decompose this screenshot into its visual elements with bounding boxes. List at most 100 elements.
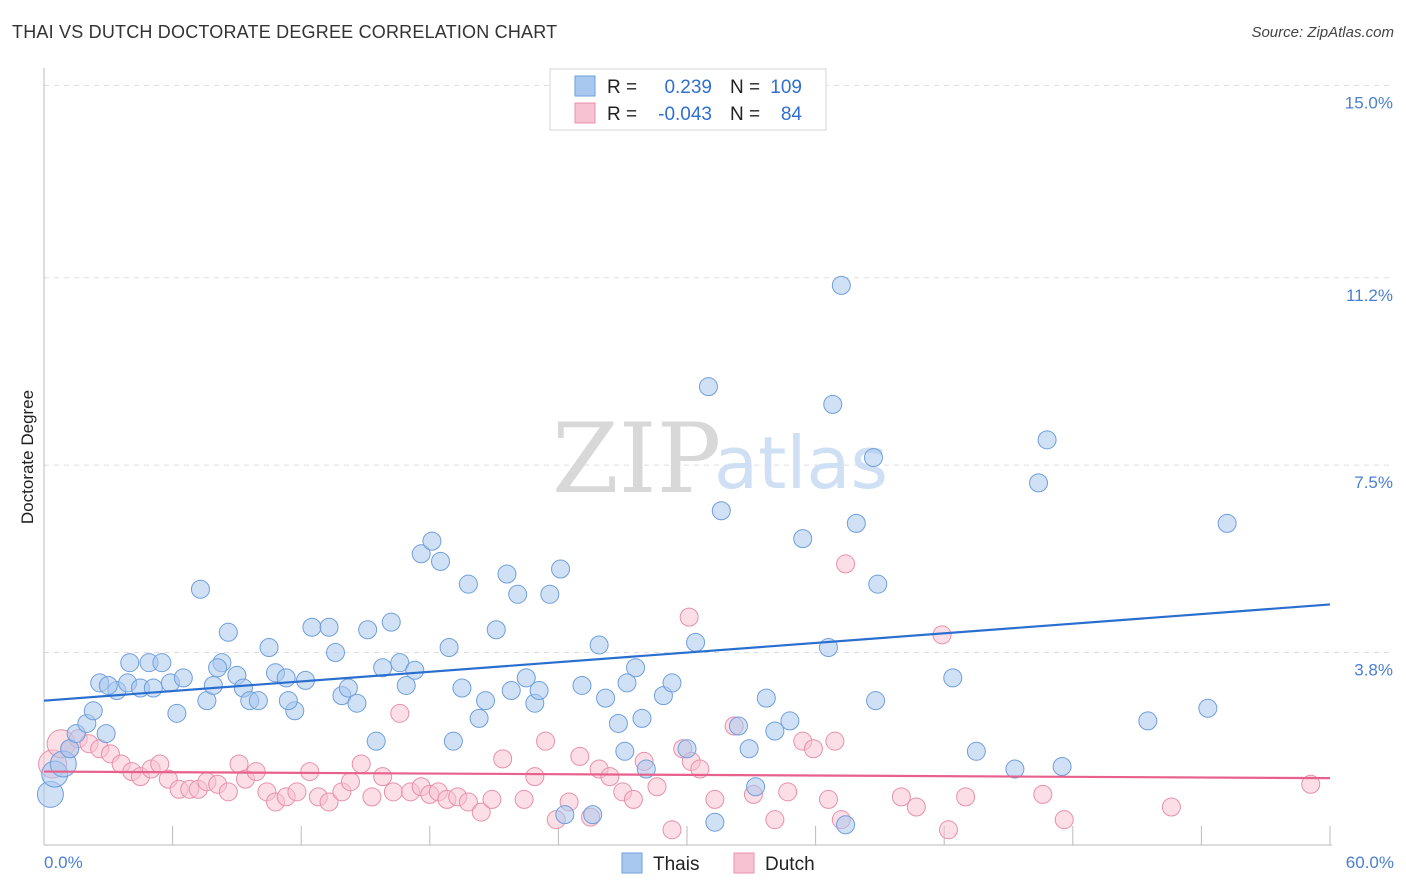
dutch-point bbox=[956, 787, 976, 807]
dutch-point bbox=[493, 749, 513, 769]
thais-point bbox=[167, 703, 187, 723]
thais-point bbox=[608, 713, 628, 733]
thais-point bbox=[152, 653, 172, 673]
legend-label-thais: Thais bbox=[653, 854, 699, 875]
thais-point bbox=[366, 731, 386, 751]
thais-point bbox=[405, 660, 425, 680]
thais-point bbox=[1138, 711, 1158, 731]
stats-r-label-thais: R = bbox=[607, 77, 637, 98]
dutch-point bbox=[818, 789, 838, 809]
thais-point bbox=[443, 731, 463, 751]
thais-point bbox=[831, 275, 851, 295]
thais-point bbox=[98, 675, 118, 695]
dutch-point bbox=[690, 759, 710, 779]
thais-point bbox=[319, 617, 339, 637]
thais-point bbox=[278, 691, 298, 711]
thais-point bbox=[276, 668, 296, 688]
thais-point bbox=[632, 708, 652, 728]
x-tick-label-max: 60.0% bbox=[1346, 853, 1394, 872]
y-tick-label: 3.8% bbox=[1354, 661, 1393, 680]
thais-point bbox=[120, 653, 140, 673]
dutch-point bbox=[287, 782, 307, 802]
legend-swatch-thais bbox=[621, 852, 643, 874]
thais-point bbox=[508, 584, 528, 604]
thais-point bbox=[793, 529, 813, 549]
stats-swatch-dutch bbox=[574, 102, 596, 124]
thais-point bbox=[617, 673, 637, 693]
thais-point bbox=[615, 741, 635, 761]
thais-point bbox=[626, 658, 646, 678]
x-axis-tick-marks bbox=[43, 826, 1331, 845]
dutch-point bbox=[1054, 810, 1074, 830]
thais-point bbox=[452, 678, 472, 698]
thais-point bbox=[780, 711, 800, 731]
thais-point bbox=[458, 574, 478, 594]
thais-point bbox=[589, 635, 609, 655]
stats-box: R = 0.239 N = 109 R = -0.043 N = 84 bbox=[549, 68, 827, 131]
dutch-point bbox=[778, 782, 798, 802]
thais-point bbox=[677, 739, 697, 759]
dutch-point bbox=[319, 792, 339, 812]
dutch-point bbox=[1033, 784, 1053, 804]
thais-series-points bbox=[36, 275, 1237, 835]
stats-r-label-dutch: R = bbox=[607, 104, 637, 125]
dutch-point bbox=[836, 554, 856, 574]
thais-point bbox=[686, 632, 706, 652]
legend-swatch-dutch bbox=[733, 852, 755, 874]
thais-point bbox=[390, 653, 410, 673]
legend-label-dutch: Dutch bbox=[765, 854, 815, 875]
thais-point bbox=[551, 559, 571, 579]
dutch-point bbox=[906, 797, 926, 817]
dutch-series-points bbox=[38, 554, 1321, 840]
dutch-point bbox=[471, 802, 491, 822]
thais-point bbox=[836, 815, 856, 835]
thais-point bbox=[431, 551, 451, 571]
y-tick-labels: 3.8% 7.5% 11.2% 15.0% bbox=[1345, 93, 1393, 679]
thais-point bbox=[943, 668, 963, 688]
thais-point bbox=[501, 681, 521, 701]
thais-point bbox=[208, 658, 228, 678]
thais-point bbox=[540, 584, 560, 604]
thais-point bbox=[83, 701, 103, 721]
thais-point bbox=[1198, 698, 1218, 718]
thais-point bbox=[596, 688, 616, 708]
y-axis-label: Doctorate Degree bbox=[18, 390, 37, 524]
thais-point bbox=[746, 777, 766, 797]
stats-n-value-dutch: 84 bbox=[781, 104, 803, 125]
thais-point bbox=[868, 574, 888, 594]
dutch-point bbox=[1301, 774, 1321, 794]
y-tick-label: 15.0% bbox=[1345, 93, 1393, 112]
stats-box-frame bbox=[549, 68, 827, 131]
thais-point bbox=[756, 688, 776, 708]
dutch-point bbox=[825, 731, 845, 751]
dutch-point bbox=[705, 789, 725, 809]
thais-point bbox=[966, 741, 986, 761]
thais-point bbox=[765, 721, 785, 741]
thais-point bbox=[863, 448, 883, 468]
thais-point bbox=[347, 693, 367, 713]
dutch-point bbox=[765, 810, 785, 830]
dutch-point bbox=[458, 792, 478, 812]
thais-point bbox=[823, 394, 843, 414]
dutch-point bbox=[662, 820, 682, 840]
legend: Thais Dutch bbox=[621, 852, 815, 875]
thais-point bbox=[662, 673, 682, 693]
dutch-point bbox=[218, 782, 238, 802]
dutch-point bbox=[362, 787, 382, 807]
dutch-point bbox=[525, 767, 545, 787]
thais-point bbox=[358, 620, 378, 640]
thais-point bbox=[572, 675, 592, 695]
y-tick-label: 11.2% bbox=[1346, 286, 1393, 305]
dutch-point bbox=[891, 787, 911, 807]
dutch-point bbox=[536, 731, 556, 751]
watermark-atlas: atlas bbox=[714, 421, 888, 505]
dutch-point bbox=[373, 767, 393, 787]
dutch-point bbox=[514, 789, 534, 809]
thais-point bbox=[1217, 513, 1237, 533]
thais-point bbox=[143, 678, 163, 698]
thais-point bbox=[469, 708, 489, 728]
watermark: ZIP atlas bbox=[552, 403, 888, 515]
thais-point bbox=[486, 620, 506, 640]
thais-point bbox=[698, 377, 718, 397]
thais-point bbox=[302, 617, 322, 637]
